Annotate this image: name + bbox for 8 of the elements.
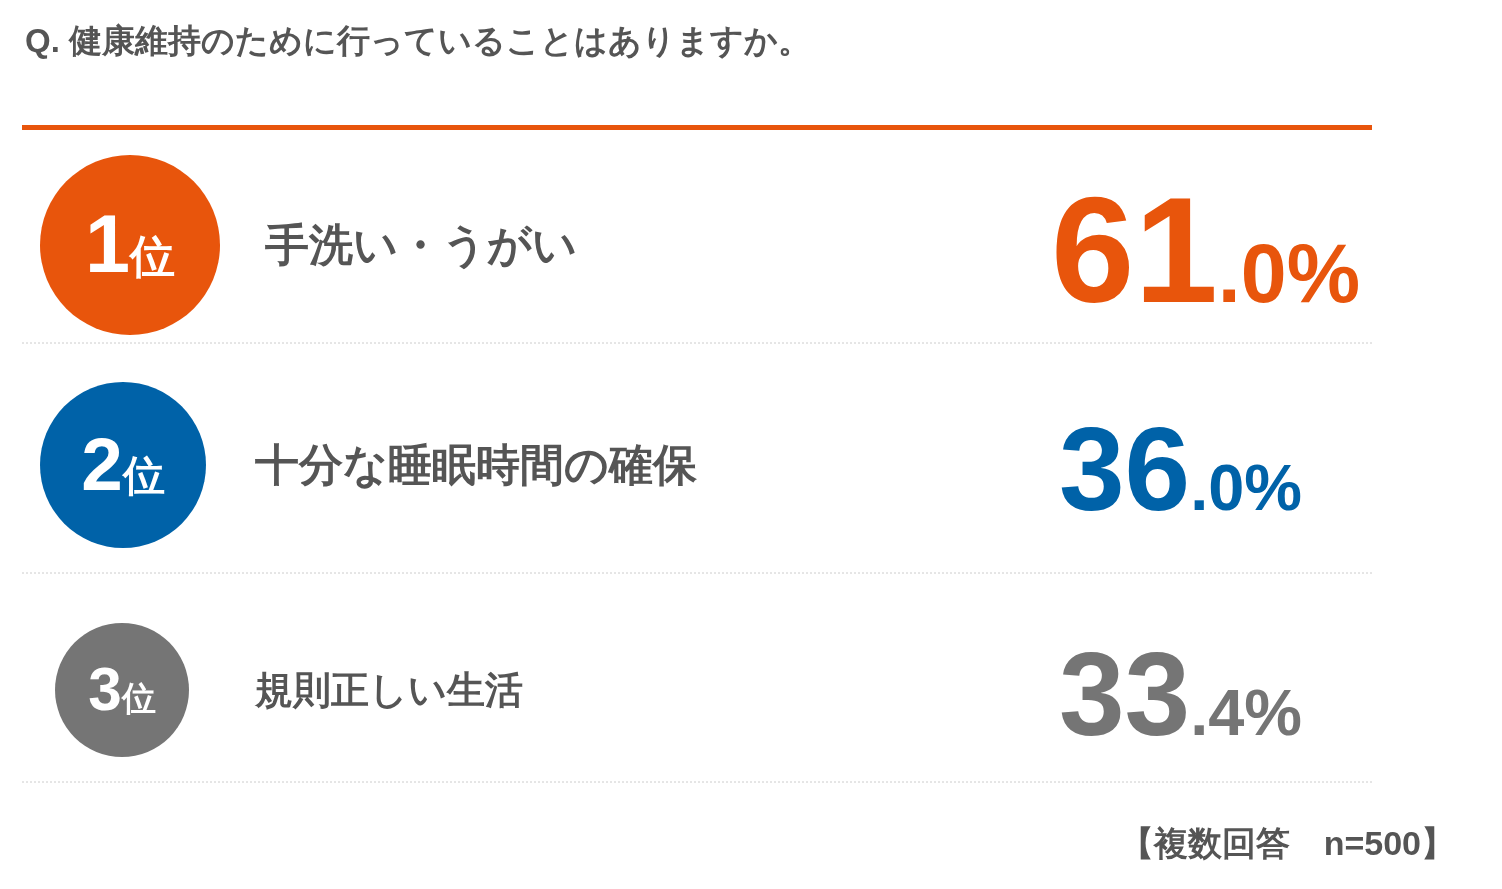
category-label: 手洗い・うがい xyxy=(265,220,577,271)
category-label: 規則正しい生活 xyxy=(254,669,523,712)
category-label: 十分な睡眠時間の確保 xyxy=(255,440,698,490)
text: Q. 健康維持のために行っていることはありますか。 xyxy=(25,22,812,59)
data-label: 61.0% xyxy=(1050,166,1360,334)
text: 【複数回答 n=500】 xyxy=(1119,824,1455,862)
data-label: 33.4% xyxy=(1058,627,1302,760)
data-label: 36.0% xyxy=(1058,402,1302,535)
